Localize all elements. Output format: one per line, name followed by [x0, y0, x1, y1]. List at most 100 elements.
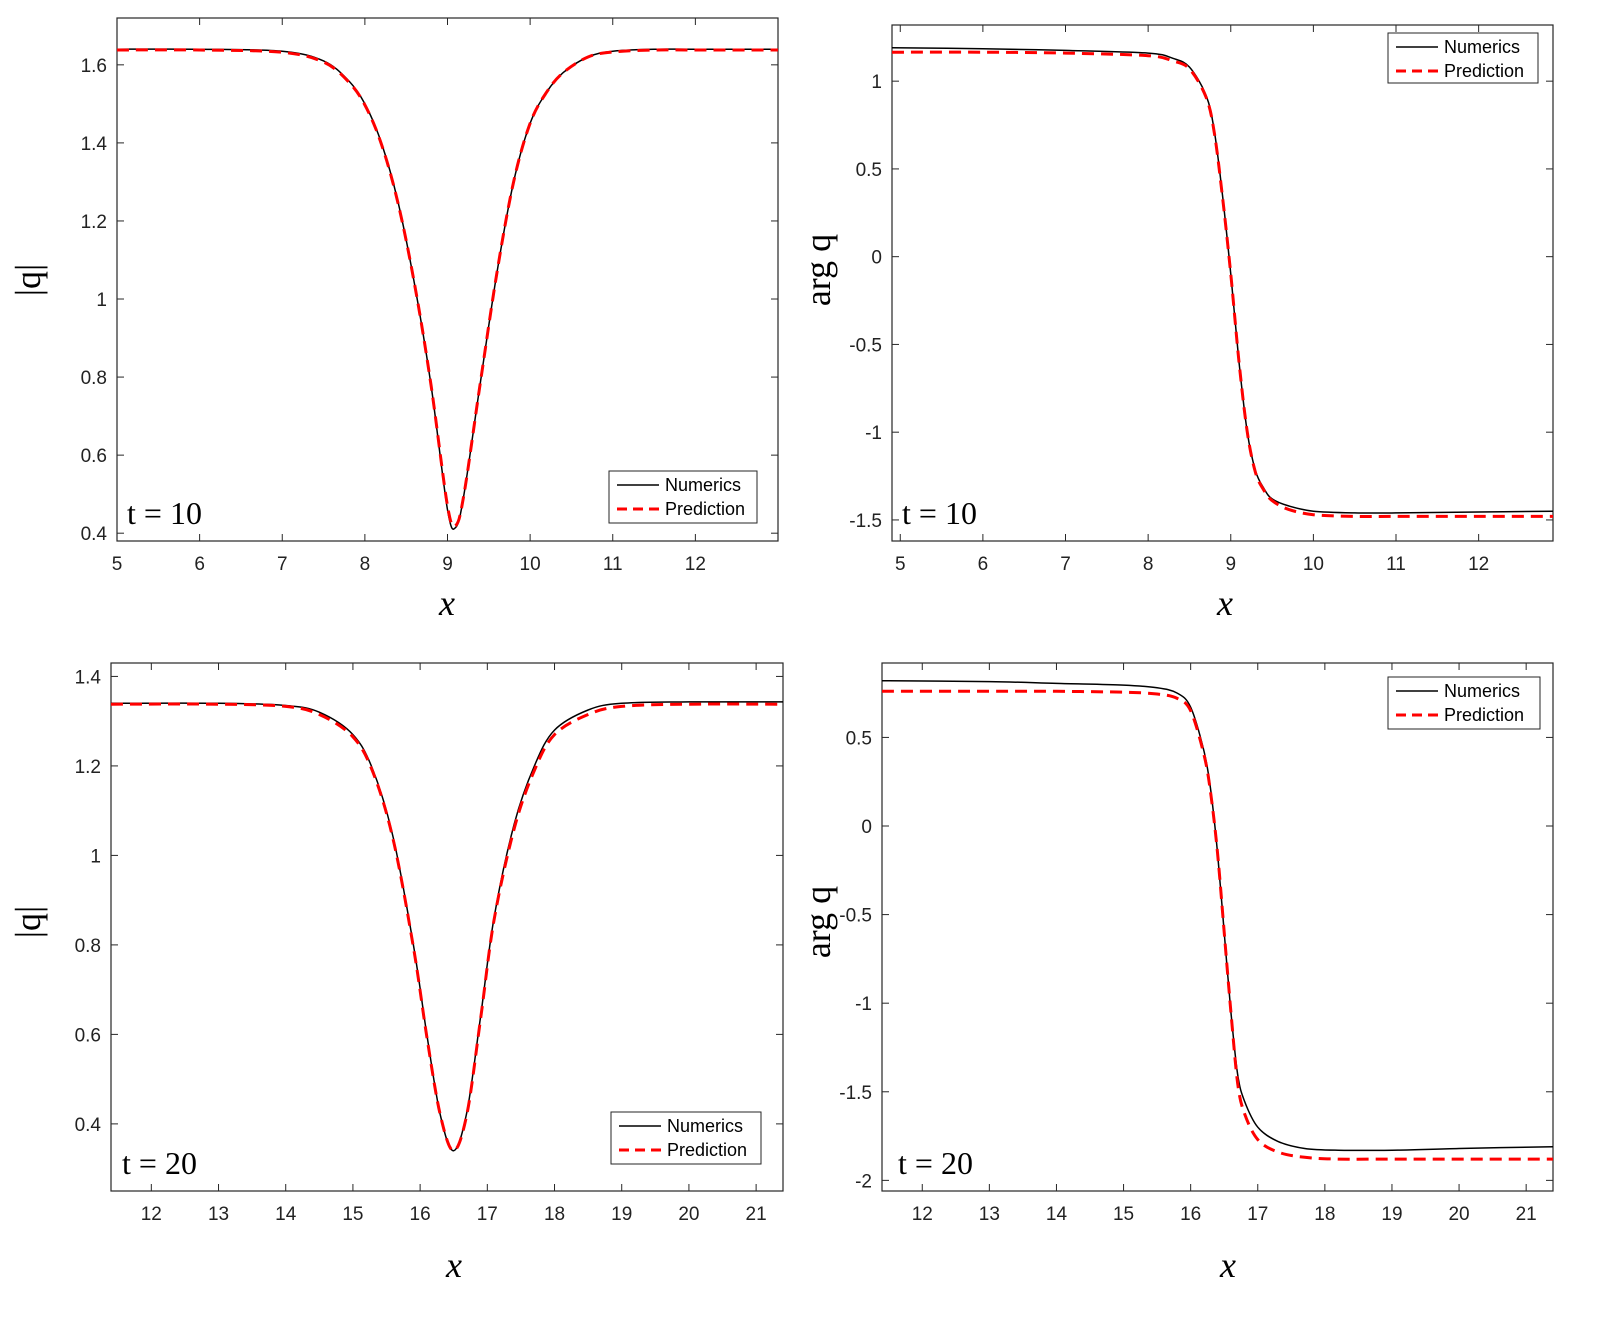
y-tick-label: -0.5: [849, 335, 882, 356]
chart-panel-3: 12 13 14 15 16 17 18 19 20 21 0.4 0.6 0.8 1 1.2 1.4 Nume…: [8, 662, 784, 1285]
x-axis-label: x: [1216, 583, 1233, 623]
x-tick-label: 8: [1143, 554, 1154, 575]
x-tick-label: 13: [979, 1204, 1000, 1225]
x-tick-label: 6: [978, 554, 989, 575]
x-tick-label: 10: [1303, 554, 1324, 575]
y-tick-label: 0.4: [81, 524, 108, 545]
y-tick-label: 0: [871, 248, 882, 269]
time-annotation: t = 20: [122, 1145, 197, 1181]
legend-label: Prediction: [665, 499, 745, 519]
x-tick-label: 5: [112, 554, 123, 575]
series-line-prediction: [882, 689, 1553, 1161]
series-line-numerics: [111, 701, 783, 1152]
legend: Numerics Prediction: [608, 470, 758, 524]
x-axis-label: x: [438, 583, 455, 623]
x-axis-label: x: [1219, 1245, 1236, 1285]
y-tick-label: 0.5: [846, 728, 872, 749]
legend-box: [608, 470, 758, 524]
y-axis-label: |q|: [8, 906, 48, 938]
x-tick-label: 7: [1060, 554, 1071, 575]
y-tick-label: 0.8: [75, 936, 101, 957]
x-tick-label: 8: [360, 554, 371, 575]
y-tick-label: 1.6: [81, 56, 107, 77]
y-tick-label: 1.2: [81, 212, 107, 233]
series-line-numerics: [892, 47, 1553, 514]
y-tick-label: -1.5: [849, 511, 882, 532]
y-tick-label: 1.4: [75, 667, 102, 688]
legend-label: Numerics: [1444, 37, 1520, 57]
x-tick-label: 5: [895, 554, 906, 575]
y-tick-label: 1.4: [81, 134, 108, 155]
x-tick-label: 13: [208, 1204, 229, 1225]
x-tick-label: 9: [442, 554, 453, 575]
y-axis-label: arg q: [798, 234, 838, 306]
chart-panel-2: 5 6 7 8 9 10 11 12 -1.5 -1 -0.5 0 0.5 1 Numerics Predic…: [798, 24, 1554, 623]
x-tick-label: 14: [275, 1204, 297, 1225]
y-tick-label: -1: [855, 994, 872, 1015]
y-axis-label: |q|: [8, 264, 48, 296]
chart-panel-4: 12 13 14 15 16 17 18 19 20 21 -2 -1.5 -1 -0.5 0 0.5 Nume…: [798, 662, 1554, 1285]
x-tick-label: 20: [678, 1204, 699, 1225]
x-tick-label: 12: [912, 1204, 933, 1225]
time-annotation: t = 20: [898, 1145, 973, 1181]
x-tick-label: 21: [746, 1204, 767, 1225]
x-tick-label: 17: [1247, 1204, 1268, 1225]
plot-area-frame: [110, 662, 784, 1192]
x-tick-label: 16: [1180, 1204, 1201, 1225]
x-tick-label: 15: [342, 1204, 363, 1225]
series-line-prediction: [892, 50, 1553, 519]
legend-label: Numerics: [667, 1116, 743, 1136]
y-tick-label: 0: [861, 817, 872, 838]
x-tick-label: 19: [611, 1204, 632, 1225]
x-tick-label: 12: [685, 554, 706, 575]
y-tick-label: 0.5: [856, 160, 882, 181]
legend-label: Prediction: [1444, 705, 1524, 725]
legend-box: [1387, 32, 1539, 84]
x-tick-label: 15: [1113, 1204, 1134, 1225]
y-axis-label: arg q: [798, 886, 838, 958]
series-line-numerics: [882, 679, 1553, 1152]
legend-box: [1387, 676, 1541, 730]
legend-box: [610, 1111, 762, 1165]
legend: Numerics Prediction: [1387, 676, 1541, 730]
x-tick-label: 16: [410, 1204, 431, 1225]
legend-label: Prediction: [667, 1140, 747, 1160]
series-line-prediction: [117, 48, 778, 528]
x-axis-label: x: [445, 1245, 462, 1285]
chart-panel-1: 5 6 7 8 9 10 11 12 0.4 0.6 0.8 1 1.2 1.4 1.6 Numerics Pr…: [8, 17, 779, 623]
x-tick-label: 11: [1386, 554, 1406, 575]
y-tick-label: -1.5: [839, 1083, 872, 1104]
legend-label: Numerics: [665, 475, 741, 495]
y-tick-label: 1: [90, 846, 101, 867]
y-tick-label: 0.8: [81, 368, 107, 389]
legend: Numerics Prediction: [610, 1111, 762, 1165]
plot-area-frame: [891, 24, 1554, 542]
x-tick-label: 20: [1448, 1204, 1469, 1225]
plot-area-frame: [881, 662, 1554, 1192]
y-tick-label: -1: [865, 423, 882, 444]
legend-label: Prediction: [1444, 61, 1524, 81]
y-tick-label: 0.4: [75, 1115, 102, 1136]
series-line-numerics: [117, 48, 778, 530]
legend: Numerics Prediction: [1387, 32, 1539, 84]
y-tick-label: -0.5: [839, 906, 872, 927]
legend-label: Numerics: [1444, 681, 1520, 701]
x-tick-label: 18: [1314, 1204, 1335, 1225]
y-tick-label: 1: [96, 290, 107, 311]
x-tick-label: 11: [603, 554, 623, 575]
x-tick-label: 10: [520, 554, 541, 575]
x-tick-label: 12: [1468, 554, 1489, 575]
x-tick-label: 12: [141, 1204, 162, 1225]
x-tick-label: 19: [1381, 1204, 1402, 1225]
y-tick-label: 0.6: [81, 446, 107, 467]
x-tick-label: 6: [194, 554, 205, 575]
x-tick-label: 14: [1046, 1204, 1068, 1225]
time-annotation: t = 10: [902, 495, 977, 531]
y-tick-label: 0.6: [75, 1025, 101, 1046]
x-tick-label: 17: [477, 1204, 498, 1225]
x-tick-label: 7: [277, 554, 288, 575]
x-tick-label: 21: [1516, 1204, 1537, 1225]
y-tick-label: 1: [871, 72, 882, 93]
y-tick-label: -2: [855, 1171, 872, 1192]
